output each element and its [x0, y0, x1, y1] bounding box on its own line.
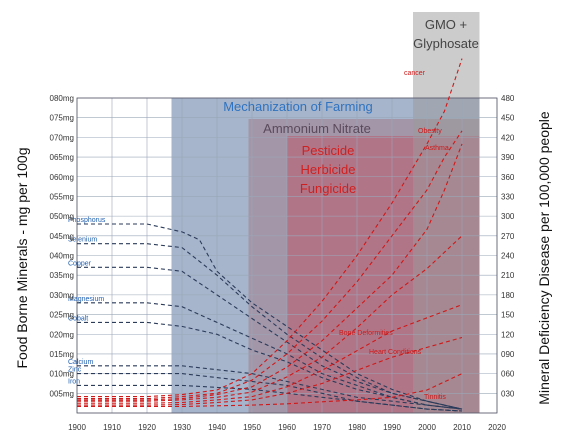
mineral-series-label-cobalt: Cobalt [68, 315, 88, 322]
mineral-series-line-calcium [77, 365, 463, 410]
mineral-series-label-calcium: Calcium [68, 359, 93, 366]
band-3-label-line: Fungicide [300, 181, 356, 196]
band-3-label-line: Herbicide [301, 162, 356, 177]
disease-series-label-tinnitis: Tinnitis [424, 394, 446, 401]
x-tick-label: 2020 [488, 423, 506, 432]
x-tick-label: 1920 [138, 423, 156, 432]
x-tick-label: 1910 [103, 423, 121, 432]
x-tick-label: 1980 [348, 423, 366, 432]
y-right-tick-label: 270 [501, 232, 515, 241]
disease-series-label-heart-conditions: Heart Conditions [369, 349, 422, 356]
y-left-tick-label: 065mg [50, 153, 74, 162]
left-axis-title: Food Borne Minerals - mg per 100g [14, 148, 30, 369]
mineral-series-label-iron: Iron [68, 378, 80, 385]
x-tick-label: 1970 [313, 423, 331, 432]
mineral-series-line-selenium [77, 243, 463, 410]
disease-series-line-unlabeled [77, 235, 463, 402]
mineral-series-label-zinc: Zinc [68, 367, 82, 374]
disease-series-label-cancer: cancer [404, 70, 426, 77]
y-left-tick-label: 015mg [50, 350, 74, 359]
x-tick-label: 1960 [278, 423, 296, 432]
y-left-tick-label: 005mg [50, 389, 74, 398]
band-1-label-line: Mechanization of Farming [223, 99, 373, 114]
y-left-tick-label: 010mg [50, 370, 74, 379]
mineral-series-line-cobalt [77, 321, 463, 410]
y-left-tick-label: 060mg [50, 173, 74, 182]
x-tick-label: 1950 [243, 423, 261, 432]
y-right-tick-label: 300 [501, 212, 515, 221]
y-right-tick-label: 180 [501, 291, 515, 300]
x-tick-label: 2010 [453, 423, 471, 432]
disease-series-line-cancer [77, 58, 463, 398]
y-left-tick-label: 045mg [50, 232, 74, 241]
mineral-series-line-zinc [77, 373, 463, 412]
y-right-tick-label: 150 [501, 311, 515, 320]
disease-series-line-obesity [77, 130, 463, 400]
y-right-tick-label: 450 [501, 114, 515, 123]
mineral-series-label-magnesium: Magnesium [68, 296, 104, 303]
y-right-tick-label: 060 [501, 370, 515, 379]
y-right-tick-label: 090 [501, 350, 515, 359]
y-right-tick-label: 330 [501, 192, 515, 201]
y-left-tick-label: 025mg [50, 311, 74, 320]
disease-series-line-tinnitis [77, 373, 463, 407]
mineral-series-label-selenium: Selenium [68, 237, 97, 244]
disease-series-line-bone-deformities [77, 304, 463, 404]
disease-series-label-obesity: Obesity [418, 128, 442, 135]
x-tick-label: 2000 [418, 423, 436, 432]
band-4-label-line: Glyphosate [413, 36, 479, 51]
disease-series-line-heart-conditions [77, 336, 463, 406]
y-left-tick-label: 040mg [50, 252, 74, 261]
disease-series-line-asthma [77, 143, 463, 401]
y-left-tick-label: 070mg [50, 133, 74, 142]
y-left-tick-label: 075mg [50, 114, 74, 123]
y-right-tick-label: 360 [501, 173, 515, 182]
y-left-tick-label: 080mg [50, 94, 74, 103]
plot-frame [76, 97, 498, 414]
mineral-series-label-phosphorus: Phosphorus [68, 217, 106, 224]
y-left-tick-label: 055mg [50, 192, 74, 201]
band-4-label-line: GMO + [425, 17, 467, 32]
band-3-label-line: Pesticide [302, 143, 355, 158]
y-right-tick-label: 240 [501, 252, 515, 261]
y-right-tick-label: 210 [501, 271, 515, 280]
y-right-tick-label: 420 [501, 133, 515, 142]
y-left-tick-label: 035mg [50, 271, 74, 280]
mineral-series-line-phosphorus [77, 223, 463, 410]
y-left-tick-label: 050mg [50, 212, 74, 221]
y-right-tick-label: 390 [501, 153, 515, 162]
right-axis-title: Mineral Deficiency Disease per 100,000 p… [536, 111, 552, 405]
mineral-series-label-copper: Copper [68, 260, 92, 267]
x-tick-label: 1940 [208, 423, 226, 432]
y-right-tick-label: 120 [501, 330, 515, 339]
x-tick-label: 1930 [173, 423, 191, 432]
y-right-tick-label: 480 [501, 94, 515, 103]
y-right-tick-label: 030 [501, 389, 515, 398]
disease-series-label-bone-deformities: Bone Deformities [339, 330, 393, 337]
y-left-tick-label: 020mg [50, 330, 74, 339]
mineral-series-line-copper [77, 266, 463, 410]
x-tick-label: 1900 [68, 423, 86, 432]
y-left-tick-label: 030mg [50, 291, 74, 300]
disease-series-label-asthma: Asthma [425, 145, 449, 152]
x-tick-label: 1990 [383, 423, 401, 432]
band-4-rect [413, 12, 480, 413]
band-2-label-line: Ammonium Nitrate [263, 121, 371, 136]
